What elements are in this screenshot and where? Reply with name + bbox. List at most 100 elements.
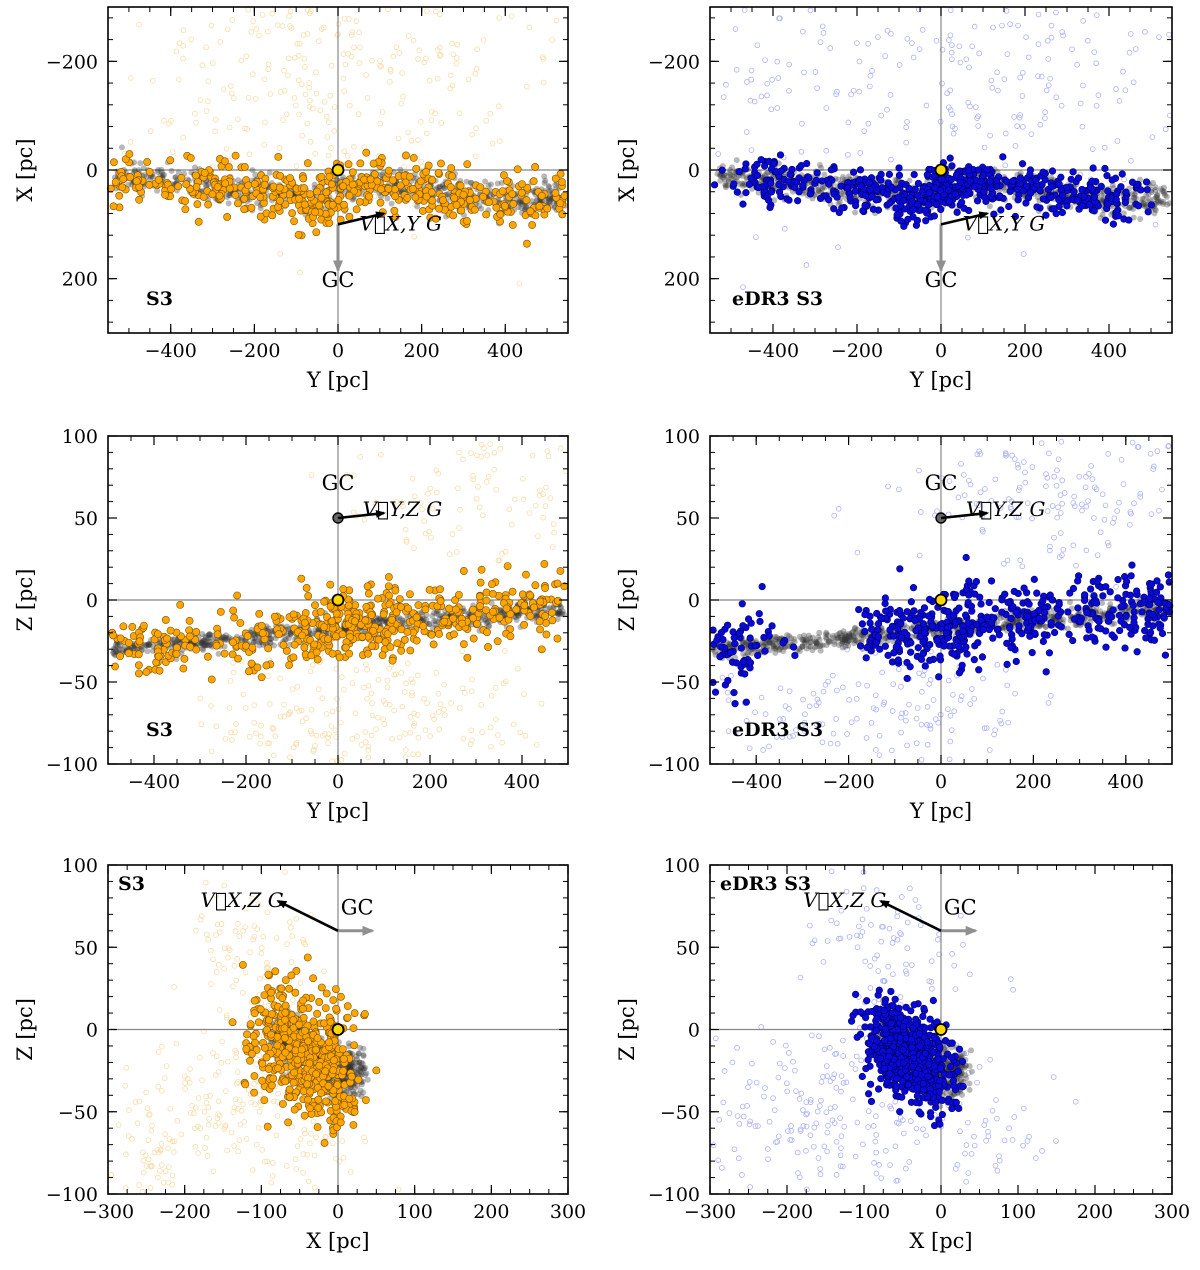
faint-point [334,696,340,702]
faint-point [873,747,879,753]
data-point [348,180,357,189]
faint-point [246,151,253,158]
data-point [503,562,512,570]
faint-point [958,461,964,467]
faint-point [422,727,429,733]
y-tick-label: 0 [688,160,700,182]
data-point [526,612,535,620]
data-point [500,171,508,180]
faint-point [421,59,428,66]
data-point [777,167,785,175]
faint-point [1014,123,1020,129]
faint-point [356,60,363,66]
faint-point [462,690,468,696]
faint-point [799,28,806,35]
faint-point [930,697,937,703]
ridge-point [478,205,485,212]
faint-point [774,58,781,65]
data-point [240,205,249,214]
faint-point [1159,486,1165,493]
data-point [987,184,995,192]
data-point [851,187,860,195]
faint-point [831,512,838,519]
faint-point [450,51,457,58]
faint-point [758,694,765,701]
faint-point [999,708,1006,715]
ridge-point [485,182,492,189]
faint-point [243,53,250,60]
faint-point [724,689,731,696]
y-tick-label: 50 [74,508,98,530]
faint-point [803,262,810,268]
data-point [124,638,133,647]
faint-point [935,719,941,726]
data-point [1039,168,1047,176]
faint-point [353,667,360,673]
data-point [833,193,841,201]
faint-point [982,486,988,492]
faint-point [308,706,315,713]
ridge-point [434,184,441,191]
data-point [482,210,491,219]
data-point [1112,196,1120,204]
faint-point [363,661,369,668]
data-point [932,200,941,209]
faint-point [257,740,263,747]
data-point [303,159,312,168]
ridge-point [516,199,523,206]
data-point [512,605,521,614]
faint-point [519,476,526,482]
data-point [345,649,354,658]
data-point [304,592,313,600]
faint-point [317,107,324,114]
faint-point [532,502,539,509]
faint-point [349,736,356,742]
faint-point [856,88,863,95]
faint-point [415,734,422,741]
data-point [459,567,468,575]
faint-point [405,660,411,667]
data-point [212,641,221,650]
faint-point [762,711,769,717]
data-point [1088,177,1096,185]
data-point [452,605,460,614]
faint-point [437,52,443,59]
data-point [384,184,393,193]
ridge-point [463,178,470,185]
data-point [477,565,486,574]
faint-point [270,752,277,759]
faint-point [1091,49,1098,55]
faint-point [508,13,515,19]
faint-point [437,701,444,708]
faint-point [325,734,331,741]
data-point [980,188,988,196]
data-point [893,211,901,219]
faint-point [446,551,453,558]
data-point [324,635,332,643]
faint-point [1022,479,1029,486]
faint-point [853,696,860,702]
ridge-point [545,198,552,205]
faint-point [280,117,286,123]
faint-point [1044,38,1051,44]
faint-point [473,125,479,132]
faint-point [1082,484,1089,491]
faint-point [384,684,391,690]
data-point [274,152,283,161]
data-point [356,159,365,168]
data-point [482,588,491,597]
x-tick-label: 400 [487,340,523,362]
faint-point [720,94,727,100]
faint-point [316,38,322,44]
faint-point [946,37,952,43]
faint-point [208,703,214,709]
faint-point [297,269,303,276]
ridge-point [839,174,846,181]
data-point [463,653,472,662]
data-point [412,636,421,645]
faint-point [918,509,924,515]
faint-point [957,59,964,66]
data-point [861,191,870,200]
faint-point [230,659,237,666]
faint-point [1043,483,1049,489]
